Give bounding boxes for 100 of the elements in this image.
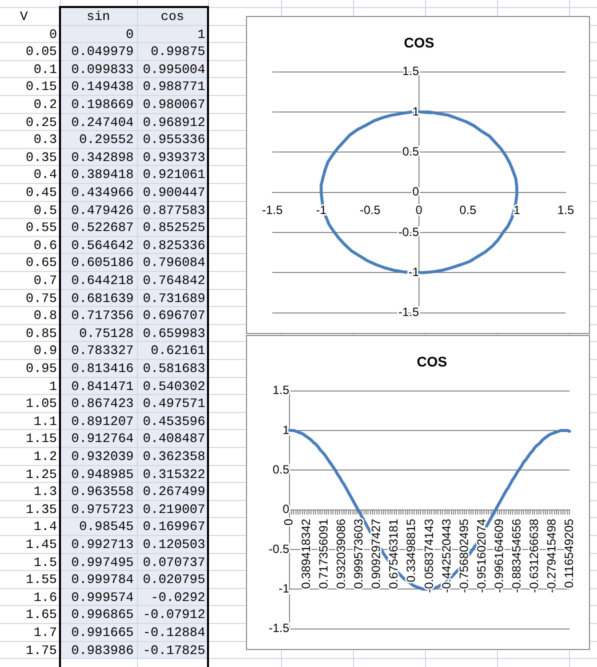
x-tick-label: -0.756802495 [456, 518, 471, 593]
data-label: 0.975723 [71, 500, 134, 518]
data-label: 0.932039 [71, 448, 134, 466]
y-tick-label: 0 [282, 502, 290, 516]
data-label: 0.219007 [142, 500, 206, 518]
x-tick-label: -0.996164609 [492, 518, 506, 593]
x-tick-label: 0.389418342 [299, 518, 314, 589]
y-tick-label: 0.7 [34, 272, 57, 290]
y-tick-label: 0.9 [34, 342, 57, 360]
y-tick-label: 0.65 [26, 254, 57, 272]
data-label: -0.0292 [150, 588, 206, 606]
data-label: 0.921061 [142, 166, 206, 184]
data-label: 0.453596 [142, 412, 206, 430]
y-tick-label: 0.6 [34, 236, 57, 254]
data-label: 0.717356 [71, 307, 134, 325]
data-label: 0.996865 [71, 606, 134, 624]
data-label: 0.731689 [142, 290, 206, 308]
y-tick-label: 0 [49, 26, 57, 44]
data-label: 0.605186 [71, 254, 134, 272]
data-label: 0.968912 [142, 114, 206, 132]
data-label: 0.540302 [142, 378, 206, 396]
x-tick-label: 0.932039086 [334, 518, 348, 589]
data-label: 0.983986 [71, 642, 134, 660]
data-label: 0.783327 [71, 342, 134, 360]
data-label: 0.049979 [71, 43, 134, 61]
data-label: 0.681639 [71, 290, 134, 308]
y-tick-label: 0.35 [26, 148, 57, 166]
data-label: 0.852525 [142, 219, 206, 237]
y-tick-label: 1.35 [26, 500, 57, 518]
data-label: 0.479426 [71, 202, 134, 220]
data-label: 0.247404 [71, 114, 134, 132]
data-label: 0.891207 [71, 412, 134, 430]
data-label: 0.169967 [142, 518, 206, 536]
x-tick-label: -0.631266638 [526, 518, 541, 593]
y-tick-label: 0.4 [34, 166, 57, 184]
data-label: 0.020795 [142, 571, 206, 589]
data-label: 0.867423 [71, 395, 134, 413]
x-tick-label: 0.717356091 [316, 518, 331, 589]
x-tick-label: -0.5 [360, 202, 381, 217]
data-label: 0.198669 [71, 96, 134, 114]
y-tick-label: 1.25 [26, 466, 57, 484]
x-tick-label: -0.883454656 [509, 518, 524, 593]
y-tick-label: 1.2 [34, 448, 57, 466]
data-label: 0.120503 [142, 536, 206, 554]
chart-title: COS [416, 353, 448, 370]
data-label: 0.825336 [142, 236, 206, 254]
x-tick-label: -0.442520443 [439, 518, 454, 593]
data-label: 0.149438 [71, 78, 134, 96]
y-tick-label: 0.45 [26, 184, 57, 202]
data-label: 0.813416 [71, 360, 134, 378]
y-tick-label: 1.5 [402, 64, 420, 78]
x-tick-label: 0.5 [460, 202, 477, 217]
data-label: 0.995004 [142, 60, 206, 78]
data-label: -0.07912 [142, 606, 206, 624]
data-label: 0.955336 [142, 131, 206, 149]
data-label: 1 [197, 26, 206, 44]
data-label: -0.17825 [142, 642, 206, 660]
x-tick-label: -0.951602074 [474, 518, 488, 593]
data-label: 0.999784 [71, 571, 134, 589]
y-tick-label: 0.95 [26, 360, 57, 378]
data-label: 0.659983 [142, 324, 206, 342]
y-tick-label: 0.2 [34, 96, 57, 114]
data-label: -0.12884 [142, 624, 206, 642]
data-label: 0 [126, 26, 134, 44]
data-label: 0.564642 [71, 236, 134, 254]
y-tick-label: 1.6 [34, 588, 57, 606]
y-tick-label: -1.5 [268, 621, 290, 636]
y-tick-label: 1.7 [34, 624, 57, 642]
data-label: 0.434966 [71, 184, 134, 202]
y-tick-label: 0.5 [402, 144, 420, 158]
y-tick-label: 1.3 [34, 483, 57, 501]
y-tick-label: 0.15 [26, 78, 57, 96]
x-tick-label: 0.909297427 [369, 518, 384, 589]
x-tick-label: -0.279415498 [544, 518, 558, 593]
y-tick-label: 0 [412, 184, 420, 199]
y-tick-label: -1 [408, 264, 420, 279]
data-label: 0.362358 [142, 448, 206, 466]
y-tick-label: 1.1 [34, 412, 57, 430]
data-label: 0.497571 [142, 395, 206, 413]
data-label: 0.696707 [142, 307, 206, 325]
data-label: 0.877583 [142, 202, 206, 220]
data-label: 0.999574 [71, 588, 134, 606]
data-label: 0.644218 [71, 272, 134, 290]
y-tick-label: 1.65 [26, 606, 57, 624]
data-label: 0.408487 [142, 430, 206, 448]
y-tick-label: 1.55 [26, 571, 57, 589]
data-label: 0.992713 [71, 536, 134, 554]
data-label: 0.267499 [142, 483, 206, 501]
data-label: 0.315322 [142, 466, 206, 484]
x-tick-label: sin [86, 8, 110, 26]
data-label: 0.900447 [142, 184, 206, 202]
chart-title: COS [404, 34, 434, 50]
y-tick-label: 1.05 [26, 395, 57, 413]
y-tick-label: 1.45 [26, 536, 57, 554]
y-tick-label: 0.85 [26, 324, 57, 342]
y-axis-title: V [20, 8, 28, 26]
data-label: 0.980067 [142, 96, 206, 114]
data-label: 0.389418 [71, 166, 134, 184]
x-tick-label: 0.999573603 [352, 518, 366, 589]
y-tick-label: 1.4 [34, 518, 57, 536]
